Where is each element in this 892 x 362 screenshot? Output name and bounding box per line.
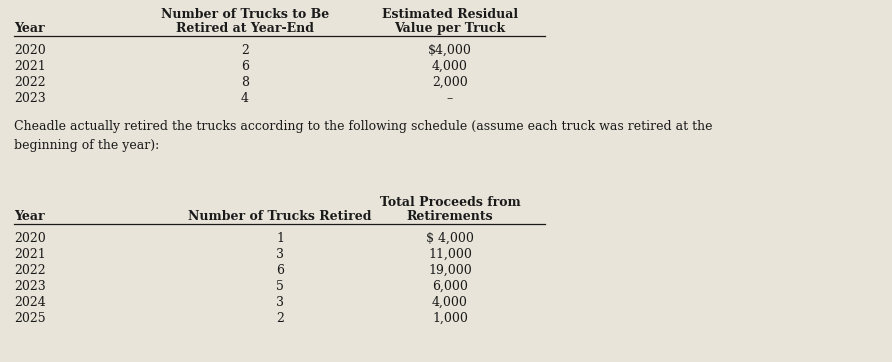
Text: 2020: 2020 bbox=[14, 44, 45, 57]
Text: 1: 1 bbox=[276, 232, 284, 245]
Text: 5: 5 bbox=[276, 280, 284, 293]
Text: 2023: 2023 bbox=[14, 280, 45, 293]
Text: Estimated Residual: Estimated Residual bbox=[382, 8, 518, 21]
Text: Year: Year bbox=[14, 210, 45, 223]
Text: 2024: 2024 bbox=[14, 296, 45, 309]
Text: Number of Trucks to Be: Number of Trucks to Be bbox=[161, 8, 329, 21]
Text: 4,000: 4,000 bbox=[432, 60, 468, 73]
Text: 3: 3 bbox=[276, 248, 284, 261]
Text: Number of Trucks Retired: Number of Trucks Retired bbox=[188, 210, 372, 223]
Text: Cheadle actually retired the trucks according to the following schedule (assume : Cheadle actually retired the trucks acco… bbox=[14, 120, 713, 152]
Text: Value per Truck: Value per Truck bbox=[394, 22, 506, 35]
Text: 6: 6 bbox=[276, 264, 284, 277]
Text: 2020: 2020 bbox=[14, 232, 45, 245]
Text: 4,000: 4,000 bbox=[432, 296, 468, 309]
Text: Retirements: Retirements bbox=[407, 210, 493, 223]
Text: 2021: 2021 bbox=[14, 248, 45, 261]
Text: 4: 4 bbox=[241, 92, 249, 105]
Text: 2023: 2023 bbox=[14, 92, 45, 105]
Text: 2021: 2021 bbox=[14, 60, 45, 73]
Text: $ 4,000: $ 4,000 bbox=[426, 232, 474, 245]
Text: –: – bbox=[447, 92, 453, 105]
Text: 2,000: 2,000 bbox=[432, 76, 468, 89]
Text: 2: 2 bbox=[276, 312, 284, 325]
Text: 8: 8 bbox=[241, 76, 249, 89]
Text: $4,000: $4,000 bbox=[428, 44, 472, 57]
Text: 2025: 2025 bbox=[14, 312, 45, 325]
Text: 3: 3 bbox=[276, 296, 284, 309]
Text: 19,000: 19,000 bbox=[428, 264, 472, 277]
Text: Year: Year bbox=[14, 22, 45, 35]
Text: 6,000: 6,000 bbox=[432, 280, 468, 293]
Text: Retired at Year-End: Retired at Year-End bbox=[176, 22, 314, 35]
Text: 11,000: 11,000 bbox=[428, 248, 472, 261]
Text: 2: 2 bbox=[241, 44, 249, 57]
Text: 2022: 2022 bbox=[14, 264, 45, 277]
Text: 1,000: 1,000 bbox=[432, 312, 468, 325]
Text: 6: 6 bbox=[241, 60, 249, 73]
Text: 2022: 2022 bbox=[14, 76, 45, 89]
Text: Total Proceeds from: Total Proceeds from bbox=[380, 196, 520, 209]
